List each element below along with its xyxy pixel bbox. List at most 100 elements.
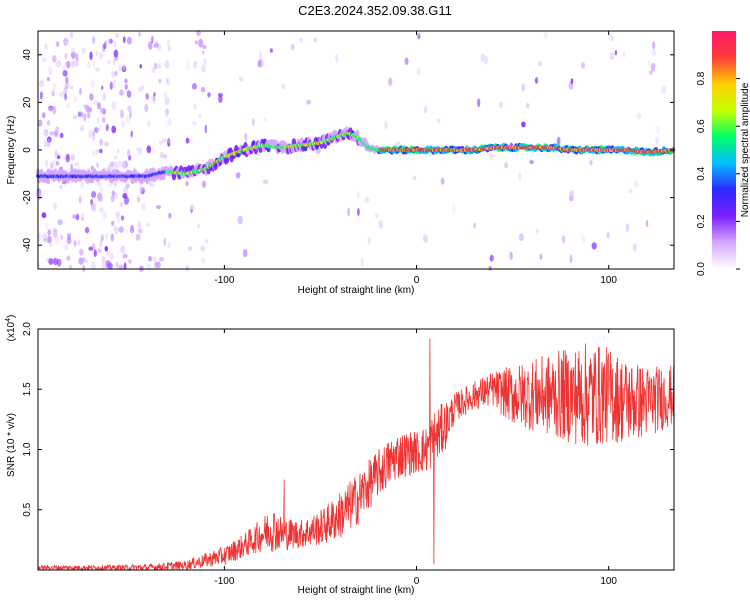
- spectrogram-noise-speck: [69, 31, 74, 39]
- spectrogram-noise-speck: [118, 64, 122, 72]
- spectrogram-noise-speck: [651, 41, 656, 50]
- spectrogram-noise-speck: [49, 131, 54, 136]
- spectrogram-noise-speck: [122, 253, 128, 259]
- spectrogram-noise-speck: [580, 62, 586, 69]
- spectrogram-noise-speck: [89, 93, 94, 101]
- spectrogram-noise-speck: [110, 195, 115, 203]
- spectrogram-noise-speck: [105, 124, 109, 132]
- spectrogram-noise-speck: [47, 235, 52, 244]
- snr-y-tick-label: 0.5: [22, 502, 33, 516]
- spectrogram-noise-speck: [152, 67, 156, 73]
- spectrogram-noise-speck: [484, 55, 489, 65]
- spectrogram-noise-speck: [68, 264, 73, 270]
- spectrogram-noise-speck: [138, 31, 141, 38]
- spectrogram-noise-speck: [238, 76, 244, 82]
- spectrogram-noise-speck: [124, 228, 129, 235]
- spectrogram-noise-speck: [159, 256, 164, 262]
- spectrogram-noise-speck: [156, 205, 161, 210]
- spectrogram-noise-speck: [244, 132, 248, 142]
- spectrogram-noise-speck: [37, 119, 43, 127]
- spectrogram-noise-speck: [258, 59, 264, 68]
- spectrogram-noise-speck: [163, 153, 168, 159]
- spectrogram-noise-speck: [107, 59, 112, 65]
- spectrogram-y-tick-label: 40: [22, 49, 33, 61]
- spectrogram-noise-speck: [207, 92, 211, 98]
- spectrogram-noise-speck: [357, 207, 360, 217]
- spectrogram-noise-speck: [126, 149, 131, 158]
- spectrogram-noise-speck: [655, 137, 659, 145]
- spectrogram-noise-speck: [164, 108, 170, 115]
- spectrogram-noise-speck: [538, 61, 543, 67]
- spectrogram-noise-speck: [141, 203, 146, 211]
- spectrogram-noise-speck: [46, 119, 51, 127]
- spectrogram-noise-speck: [56, 41, 60, 47]
- snr-panel: -100 0 100 0.5 1.0 1.5 2.0 Height of straight…: [5, 315, 675, 596]
- colorbar-tick-label: 0.2: [696, 214, 707, 228]
- spectrogram-noise-speck: [114, 32, 120, 39]
- spectrogram-x-tick-label: -100: [214, 275, 234, 286]
- spectrogram-noise-speck: [166, 137, 172, 144]
- spectrogram-noise-speck: [59, 184, 63, 190]
- spectrogram-noise-speck: [79, 248, 84, 256]
- spectrogram-noise-speck: [50, 162, 53, 170]
- spectrogram-noise-speck: [102, 211, 107, 219]
- spectrogram-noise-speck: [56, 60, 62, 68]
- spectrogram-noise-speck: [451, 204, 456, 214]
- spectrogram-noise-speck: [136, 147, 141, 152]
- colorbar-gradient: [712, 31, 736, 269]
- spectrogram-noise-speck: [117, 160, 124, 168]
- spectrogram-noise-speck: [113, 49, 119, 58]
- spectrogram-noise-speck: [81, 212, 85, 219]
- spectrogram-noise-speck: [569, 254, 573, 264]
- spectrogram-noise-speck: [91, 191, 97, 198]
- spectrogram-noise-speck: [130, 130, 133, 138]
- spectrogram-noise-speck: [80, 181, 84, 188]
- spectrogram-noise-speck: [92, 150, 96, 156]
- spectrogram-noise-speck: [50, 67, 53, 76]
- spectrogram-noise-speck: [614, 50, 618, 56]
- spectrogram-noise-speck: [568, 81, 574, 90]
- spectrogram-noise-speck: [192, 121, 197, 126]
- spectrogram-noise-speck: [52, 83, 57, 92]
- spectrogram-noise-speck: [78, 257, 84, 265]
- spectrogram-noise-speck: [543, 31, 548, 39]
- spectrogram-noise-speck: [137, 221, 142, 230]
- spectrogram-noise-speck: [48, 106, 54, 113]
- spectrogram-noise: [36, 29, 671, 273]
- spectrogram-noise-speck: [155, 261, 161, 269]
- snr-y-ticks: 0.5 1.0 1.5 2.0: [22, 322, 674, 517]
- spectrogram-noise-speck: [112, 190, 115, 197]
- snr-x-tick-label: 0: [414, 576, 420, 587]
- spectrogram-noise-speck: [82, 257, 86, 262]
- spectrogram-noise-speck: [70, 47, 76, 54]
- spectrogram-noise-speck: [235, 172, 241, 179]
- spectrogram-noise-speck: [101, 256, 106, 264]
- spectrogram-noise-speck: [119, 89, 124, 96]
- spectrogram-noise-speck: [114, 161, 118, 170]
- spectrogram-noise-speck: [99, 239, 103, 248]
- spectrogram-noise-speck: [167, 118, 172, 126]
- spectrogram-noise-speck: [52, 159, 57, 168]
- spectrogram-noise-speck: [64, 93, 67, 101]
- spectrogram-noise-speck: [111, 101, 117, 111]
- spectrogram-noise-speck: [54, 235, 60, 244]
- spectrogram-noise-speck: [93, 249, 97, 257]
- spectrogram-noise-speck: [65, 76, 69, 84]
- spectrogram-noise-speck: [609, 34, 614, 41]
- spectrogram-noise-speck: [100, 186, 104, 196]
- spectrogram-noise-speck: [628, 188, 633, 194]
- spectrogram-noise-speck: [96, 182, 102, 187]
- spectrogram-noise-speck: [99, 107, 104, 114]
- spectrogram-noise-speck: [126, 90, 132, 98]
- spectrogram-noise-speck: [57, 219, 63, 226]
- spectrogram-noise-speck: [645, 219, 649, 228]
- spectrogram-x-tick-label: 0: [414, 275, 420, 286]
- spectrogram-noise-speck: [90, 261, 96, 271]
- spectrogram-noise-speck: [114, 226, 119, 235]
- spectrogram-noise-speck: [51, 90, 55, 97]
- spectrogram-noise-speck: [125, 183, 130, 189]
- spectrogram-noise-speck: [44, 43, 48, 50]
- spectrogram-noise-speck: [417, 33, 421, 40]
- spectrogram-noise-speck: [128, 259, 132, 264]
- spectrogram-noise-speck: [139, 183, 144, 193]
